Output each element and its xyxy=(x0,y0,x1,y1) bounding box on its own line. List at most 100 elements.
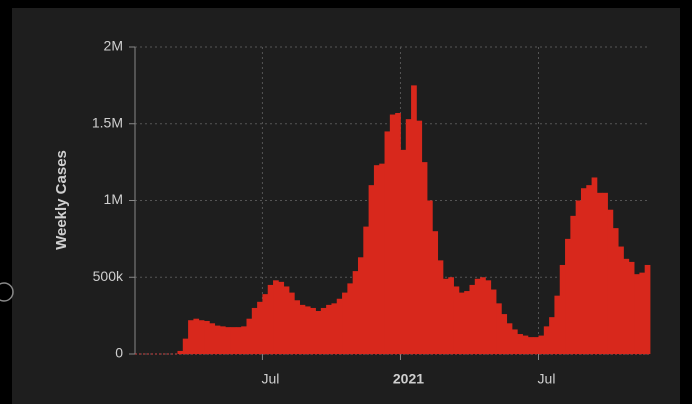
bar xyxy=(464,291,470,354)
bar xyxy=(506,323,513,354)
bar xyxy=(549,317,555,354)
bar xyxy=(395,113,401,354)
bar xyxy=(379,163,385,354)
bar xyxy=(480,277,486,354)
bar xyxy=(485,280,492,354)
bar xyxy=(607,209,614,354)
y-axis-label: Weekly Cases xyxy=(53,150,70,250)
x-tick-label: Jul xyxy=(538,371,556,387)
bar xyxy=(559,264,566,354)
bar xyxy=(294,300,300,354)
bar xyxy=(496,303,502,354)
bar xyxy=(575,200,582,354)
bar xyxy=(373,165,380,354)
bar xyxy=(591,177,598,354)
bar xyxy=(543,326,550,354)
x-tick-label: 2021 xyxy=(393,371,424,387)
bar xyxy=(602,192,608,354)
bar xyxy=(416,120,423,355)
bar xyxy=(342,292,348,354)
bar xyxy=(278,281,285,354)
bar xyxy=(304,306,311,354)
bar xyxy=(432,231,439,354)
y-tick-label: 1.5M xyxy=(92,114,123,130)
bar xyxy=(612,228,619,354)
bar xyxy=(644,264,651,354)
bar xyxy=(177,350,184,354)
bar xyxy=(188,320,194,354)
bar xyxy=(522,335,529,354)
bar xyxy=(209,323,216,354)
bar xyxy=(501,314,508,354)
bar xyxy=(331,303,338,354)
bar xyxy=(230,327,237,354)
bar xyxy=(320,307,327,354)
bar xyxy=(235,327,242,354)
bar xyxy=(437,260,444,354)
bar xyxy=(421,162,428,354)
bar xyxy=(554,295,561,354)
bar xyxy=(405,119,412,355)
bar xyxy=(204,320,210,354)
bar xyxy=(384,131,391,354)
bar xyxy=(347,283,354,354)
bar xyxy=(411,85,417,354)
bar xyxy=(193,318,200,354)
bar xyxy=(241,326,247,354)
y-tick-label: 1M xyxy=(104,191,123,207)
y-tick-label: 0 xyxy=(115,345,123,361)
bar xyxy=(262,294,269,354)
bar xyxy=(267,284,274,354)
bar xyxy=(639,272,646,354)
bar xyxy=(533,337,539,354)
bar xyxy=(310,307,316,354)
y-tick-label: 500k xyxy=(93,268,124,284)
bar xyxy=(246,318,253,354)
bar xyxy=(628,261,635,354)
bar xyxy=(596,192,603,354)
bar xyxy=(490,289,497,354)
x-tick-label: Jul xyxy=(261,371,279,387)
bar xyxy=(623,258,630,354)
bar xyxy=(315,311,322,354)
bar xyxy=(225,327,231,354)
bar xyxy=(257,301,263,354)
bar xyxy=(511,329,518,354)
bar xyxy=(363,226,370,354)
bar xyxy=(469,284,476,354)
bar xyxy=(299,304,306,354)
bar xyxy=(219,326,226,354)
bar xyxy=(517,334,523,354)
bar xyxy=(565,238,571,354)
bar xyxy=(251,307,258,354)
bar xyxy=(618,246,624,354)
bar xyxy=(442,278,449,354)
bar xyxy=(634,274,640,354)
bar xyxy=(453,286,460,354)
bar xyxy=(357,257,364,354)
bar xyxy=(474,278,481,354)
bar xyxy=(326,304,332,354)
bar xyxy=(283,286,290,354)
bar xyxy=(458,292,465,354)
bar xyxy=(389,114,396,354)
bar xyxy=(273,280,279,354)
bar xyxy=(214,325,221,354)
bar xyxy=(427,200,433,354)
expand-icon[interactable] xyxy=(0,282,14,302)
bar xyxy=(352,271,359,354)
bar xyxy=(368,185,375,354)
bar xyxy=(448,277,454,354)
bar xyxy=(586,185,592,354)
bar xyxy=(538,335,545,354)
bar xyxy=(400,149,407,354)
bar xyxy=(198,320,205,354)
bar xyxy=(580,188,587,354)
bar xyxy=(182,338,189,354)
y-tick-label: 2M xyxy=(104,38,123,54)
bar xyxy=(336,298,343,354)
bar xyxy=(288,292,295,354)
bar xyxy=(527,337,534,354)
bar xyxy=(570,215,577,354)
